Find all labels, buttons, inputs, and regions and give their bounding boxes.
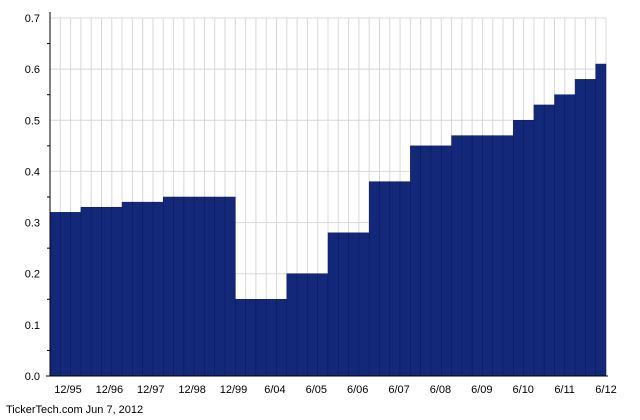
bar	[420, 145, 432, 377]
bar	[379, 181, 391, 377]
x-tick-label: 12/99	[220, 384, 248, 396]
bar	[152, 201, 164, 377]
bar	[111, 206, 123, 377]
bar	[235, 299, 246, 377]
y-tick-label: 0.6	[25, 64, 40, 76]
bar	[564, 94, 576, 377]
y-tick-label: 0.5	[25, 115, 40, 127]
bar	[60, 212, 71, 377]
bar	[451, 135, 463, 377]
bar	[317, 273, 329, 377]
bar	[90, 206, 102, 377]
y-tick-labels: 0.0 0.1 0.2 0.3 0.4 0.5 0.6 0.7	[25, 13, 40, 383]
bar	[543, 104, 555, 377]
y-tick-label: 0.7	[25, 13, 40, 25]
bar	[193, 196, 205, 377]
bar	[358, 232, 370, 377]
bar	[368, 181, 380, 377]
bar	[492, 135, 504, 377]
y-tick-label: 0.2	[25, 269, 40, 281]
x-tick-label: 6/05	[306, 384, 327, 396]
axes	[46, 12, 608, 377]
bar	[183, 196, 195, 377]
bar	[80, 206, 92, 377]
bar	[204, 196, 215, 377]
bar	[327, 232, 339, 377]
bar	[214, 196, 226, 377]
x-tick-label: 12/97	[137, 384, 165, 396]
bar	[132, 201, 143, 377]
y-tick-label: 0.3	[25, 218, 40, 230]
bar	[513, 120, 524, 377]
x-tick-label: 6/10	[513, 384, 534, 396]
x-tick-label: 12/98	[178, 384, 206, 396]
bar	[389, 181, 401, 377]
bar	[70, 212, 82, 377]
bar	[173, 196, 185, 377]
x-tick-labels: 12/95 12/96 12/97 12/98 12/99 6/04 6/05 6/06 6/0…	[54, 384, 616, 396]
bar	[255, 299, 267, 377]
bar	[245, 299, 257, 377]
bar	[482, 135, 493, 377]
bar	[338, 232, 349, 377]
bar	[585, 79, 596, 377]
bar	[265, 299, 277, 377]
bar	[276, 299, 288, 377]
x-tick-label: 12/95	[54, 384, 82, 396]
bar	[286, 273, 298, 377]
bar	[348, 232, 360, 377]
bar	[224, 196, 236, 377]
y-tick-label: 0.0	[25, 371, 40, 383]
bar	[523, 120, 535, 377]
bar	[163, 196, 174, 377]
x-tick-label: 6/08	[430, 384, 451, 396]
bar	[574, 79, 586, 377]
x-tick-label: 6/12	[595, 384, 616, 396]
source-footer: TickerTech.com Jun 7, 2012	[6, 404, 144, 416]
bar	[121, 201, 133, 377]
bar	[49, 212, 61, 377]
bar	[101, 206, 113, 377]
chart: 0.0 0.1 0.2 0.3 0.4 0.5 0.6 0.7 12/95 12/96 12/97…	[25, 12, 617, 396]
x-tick-label: 6/07	[388, 384, 409, 396]
x-tick-label: 6/09	[471, 384, 492, 396]
bar	[502, 135, 514, 377]
bar	[296, 273, 308, 377]
bar-series	[49, 63, 607, 377]
bar	[461, 135, 473, 377]
bar	[441, 145, 452, 377]
bar	[595, 63, 607, 377]
bar	[430, 145, 442, 377]
bar	[471, 135, 483, 377]
x-tick-label: 6/06	[347, 384, 368, 396]
x-tick-label: 6/04	[264, 384, 285, 396]
bar	[142, 201, 154, 377]
bar	[533, 104, 545, 377]
y-tick-label: 0.1	[25, 320, 40, 332]
bar	[410, 145, 421, 377]
bar	[399, 181, 411, 377]
x-tick-label: 12/96	[96, 384, 124, 396]
bar	[554, 94, 566, 377]
x-tick-label: 6/11	[554, 384, 575, 396]
y-tick-label: 0.4	[25, 166, 40, 178]
bar	[307, 273, 318, 377]
